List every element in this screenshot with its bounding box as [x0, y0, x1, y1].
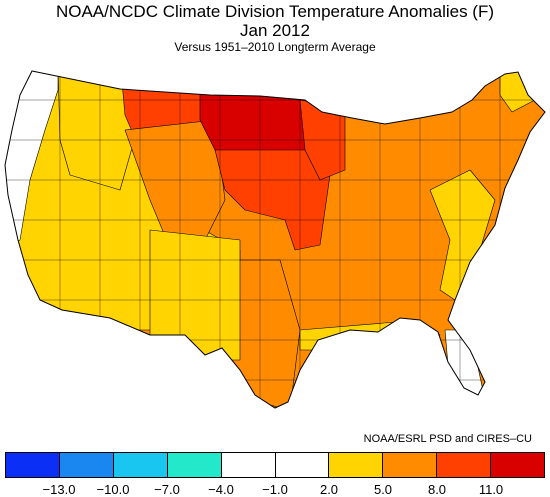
- legend-tick-label: −13.0: [42, 482, 76, 497]
- legend-bin-7: [329, 453, 384, 477]
- legend-tick-label: 11.0: [478, 482, 504, 497]
- legend-tick-label: −10.0: [96, 482, 130, 497]
- legend-tick-label: −1.0: [262, 482, 288, 497]
- legend-bin-2: [59, 453, 114, 477]
- legend-bin-9: [437, 453, 492, 477]
- us-climate-division-map: [4, 70, 546, 409]
- legend-tick-label: −4.0: [208, 482, 234, 497]
- map-credit: NOAA/ESRL PSD and CIRES–CU: [363, 433, 532, 445]
- region-southwest: [149, 229, 241, 361]
- legend-bin-5: [221, 453, 276, 477]
- color-legend: [5, 452, 545, 478]
- legend-tick-label: 8.0: [427, 482, 447, 497]
- legend-tick-label: 2.0: [319, 482, 339, 497]
- legend-bin-8: [383, 453, 438, 477]
- legend-bin-4: [167, 453, 222, 477]
- region-florida-south: [444, 329, 486, 401]
- legend-bin-10: [491, 453, 545, 477]
- map-period: Jan 2012: [240, 21, 310, 40]
- map-baseline-note: Versus 1951–2010 Longterm Average: [174, 40, 376, 54]
- legend-tick-label: −7.0: [154, 482, 180, 497]
- us-outline: [4, 70, 546, 409]
- division-borders: [5, 71, 545, 408]
- legend-bin-3: [113, 453, 168, 477]
- legend-tick-label: 5.0: [373, 482, 393, 497]
- legend-bin-1: [6, 453, 60, 477]
- legend-bin-6: [275, 453, 330, 477]
- map-title: NOAA/NCDC Climate Division Temperature A…: [55, 2, 495, 21]
